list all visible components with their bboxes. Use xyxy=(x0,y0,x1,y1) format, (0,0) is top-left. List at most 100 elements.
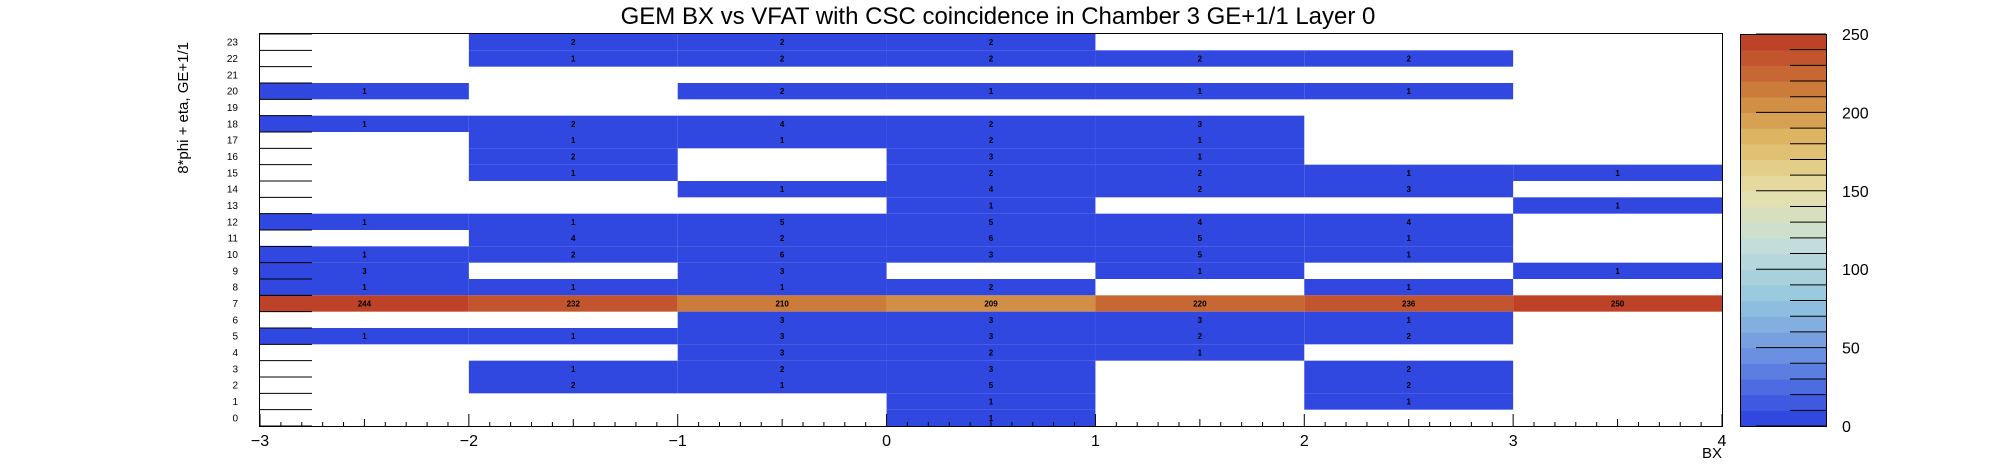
x-tick-label: 1 xyxy=(1091,433,1100,450)
cell-value-label: 5 xyxy=(780,218,785,227)
cell-value-label: 5 xyxy=(989,381,994,390)
heatmap-cell xyxy=(1304,164,1514,181)
y-tick-label: 5 xyxy=(232,332,238,343)
cell-value-label: 1 xyxy=(780,136,785,145)
cell-value-label: 2 xyxy=(780,365,785,374)
cell-value-label: 1 xyxy=(362,283,367,292)
heatmap-cell xyxy=(886,132,1096,149)
heatmap-cell xyxy=(677,115,887,132)
heatmap-cell xyxy=(260,279,469,296)
heatmap-cell xyxy=(1304,50,1514,67)
heatmap-cell xyxy=(886,393,1096,410)
cell-value-label: 2 xyxy=(989,136,994,145)
heatmap-cell xyxy=(886,115,1096,132)
heatmap-cell xyxy=(1304,279,1514,296)
x-tick-label: −1 xyxy=(669,433,687,450)
cell-value-label: 1 xyxy=(1615,202,1620,211)
cell-value-label: 2 xyxy=(1406,381,1411,390)
x-tick-label: −3 xyxy=(251,433,269,450)
color-scale-tick-label: 150 xyxy=(1842,184,1869,201)
y-tick-label: 6 xyxy=(232,315,238,326)
cell-value-label: 1 xyxy=(780,185,785,194)
cell-value-label: 6 xyxy=(989,234,994,243)
cell-value-label: 1 xyxy=(1615,169,1620,178)
cell-value-label: 3 xyxy=(780,316,785,325)
color-scale-band xyxy=(1740,34,1826,51)
heatmap-cell xyxy=(677,311,887,328)
cell-value-label: 2 xyxy=(989,55,994,64)
y-tick-label: 2 xyxy=(232,381,238,392)
x-tick-label: 0 xyxy=(882,433,891,450)
cell-value-label: 1 xyxy=(362,218,367,227)
cell-value-label: 236 xyxy=(1402,300,1416,309)
heatmap-cell xyxy=(260,115,469,132)
chart-title: GEM BX vs VFAT with CSC coincidence in C… xyxy=(621,3,1376,30)
cell-value-label: 1 xyxy=(571,136,576,145)
x-tick-label: 2 xyxy=(1300,433,1309,450)
color-scale-tick-label: 250 xyxy=(1842,27,1869,44)
heatmap-cell xyxy=(886,328,1096,345)
cell-value-label: 209 xyxy=(984,300,998,309)
heatmap-cell xyxy=(468,132,678,149)
cell-value-label: 2 xyxy=(1198,185,1203,194)
cell-value-label: 1 xyxy=(780,283,785,292)
cell-value-label: 3 xyxy=(989,153,994,162)
cell-value-label: 1 xyxy=(362,120,367,129)
heatmap-cell xyxy=(677,246,887,263)
heatmap-cell xyxy=(1304,295,1514,312)
heatmap-cell xyxy=(886,230,1096,247)
cell-value-label: 6 xyxy=(780,251,785,260)
heatmap-cell xyxy=(468,34,678,51)
y-tick-label: 4 xyxy=(232,348,238,359)
heatmap-cell xyxy=(677,132,887,149)
heatmap-cell xyxy=(1304,393,1514,410)
y-tick-label: 10 xyxy=(227,250,239,261)
cell-value-label: 3 xyxy=(780,267,785,276)
cell-value-label: 4 xyxy=(1198,218,1203,227)
heatmap-cell xyxy=(677,213,887,230)
y-tick-label: 19 xyxy=(227,103,239,114)
cell-value-label: 1 xyxy=(571,218,576,227)
cell-value-label: 1 xyxy=(989,398,994,407)
cell-value-label: 244 xyxy=(358,300,372,309)
heatmap-cell xyxy=(886,409,1096,426)
cell-value-label: 4 xyxy=(1406,218,1411,227)
cell-value-label: 1 xyxy=(362,251,367,260)
color-scale-band xyxy=(1740,300,1826,317)
heatmap-cell xyxy=(468,115,678,132)
heatmap-cell xyxy=(1095,83,1305,100)
heatmap-cell xyxy=(886,344,1096,361)
color-scale-band xyxy=(1740,143,1826,161)
cell-value-label: 210 xyxy=(775,300,789,309)
y-tick-label: 0 xyxy=(232,413,238,424)
heatmap-cell xyxy=(886,83,1096,100)
heatmap-cell xyxy=(1304,377,1514,394)
heatmap-cell xyxy=(886,246,1096,263)
heatmap-cell xyxy=(886,181,1096,198)
cell-value-label: 2 xyxy=(1198,55,1203,64)
cell-value-label: 2 xyxy=(989,38,994,47)
cell-value-label: 1 xyxy=(1406,283,1411,292)
color-scale-tick-label: 200 xyxy=(1842,105,1869,122)
cell-value-label: 2 xyxy=(780,87,785,96)
cell-value-label: 1 xyxy=(1615,267,1620,276)
y-tick-label: 13 xyxy=(227,201,239,212)
x-tick-label: 4 xyxy=(1718,433,1727,450)
cell-value-label: 4 xyxy=(780,120,785,129)
heatmap-cell xyxy=(677,295,887,312)
x-tick-label: 3 xyxy=(1509,433,1518,450)
color-scale-band xyxy=(1740,96,1826,113)
plot-frame xyxy=(259,33,1723,427)
cell-value-label: 3 xyxy=(780,332,785,341)
heatmap-cell xyxy=(886,360,1096,377)
cell-value-label: 2 xyxy=(989,120,994,129)
y-tick-label: 1 xyxy=(232,397,238,408)
cell-value-label: 1 xyxy=(1406,316,1411,325)
cell-value-label: 1 xyxy=(780,381,785,390)
heatmap-cell xyxy=(1095,262,1305,279)
x-tick-label: −2 xyxy=(460,433,478,450)
cell-value-label: 1 xyxy=(1406,169,1411,178)
heatmap-cell xyxy=(260,246,469,263)
cell-value-labels: 2 2 2 1 2 2 2 2 1 2 1 1 1 1 2 4 2 3 1 1 2 1 2 3 1 1 2 2 1 1 1 4 2 3 1 1 1 1 5 5… xyxy=(358,38,1625,423)
